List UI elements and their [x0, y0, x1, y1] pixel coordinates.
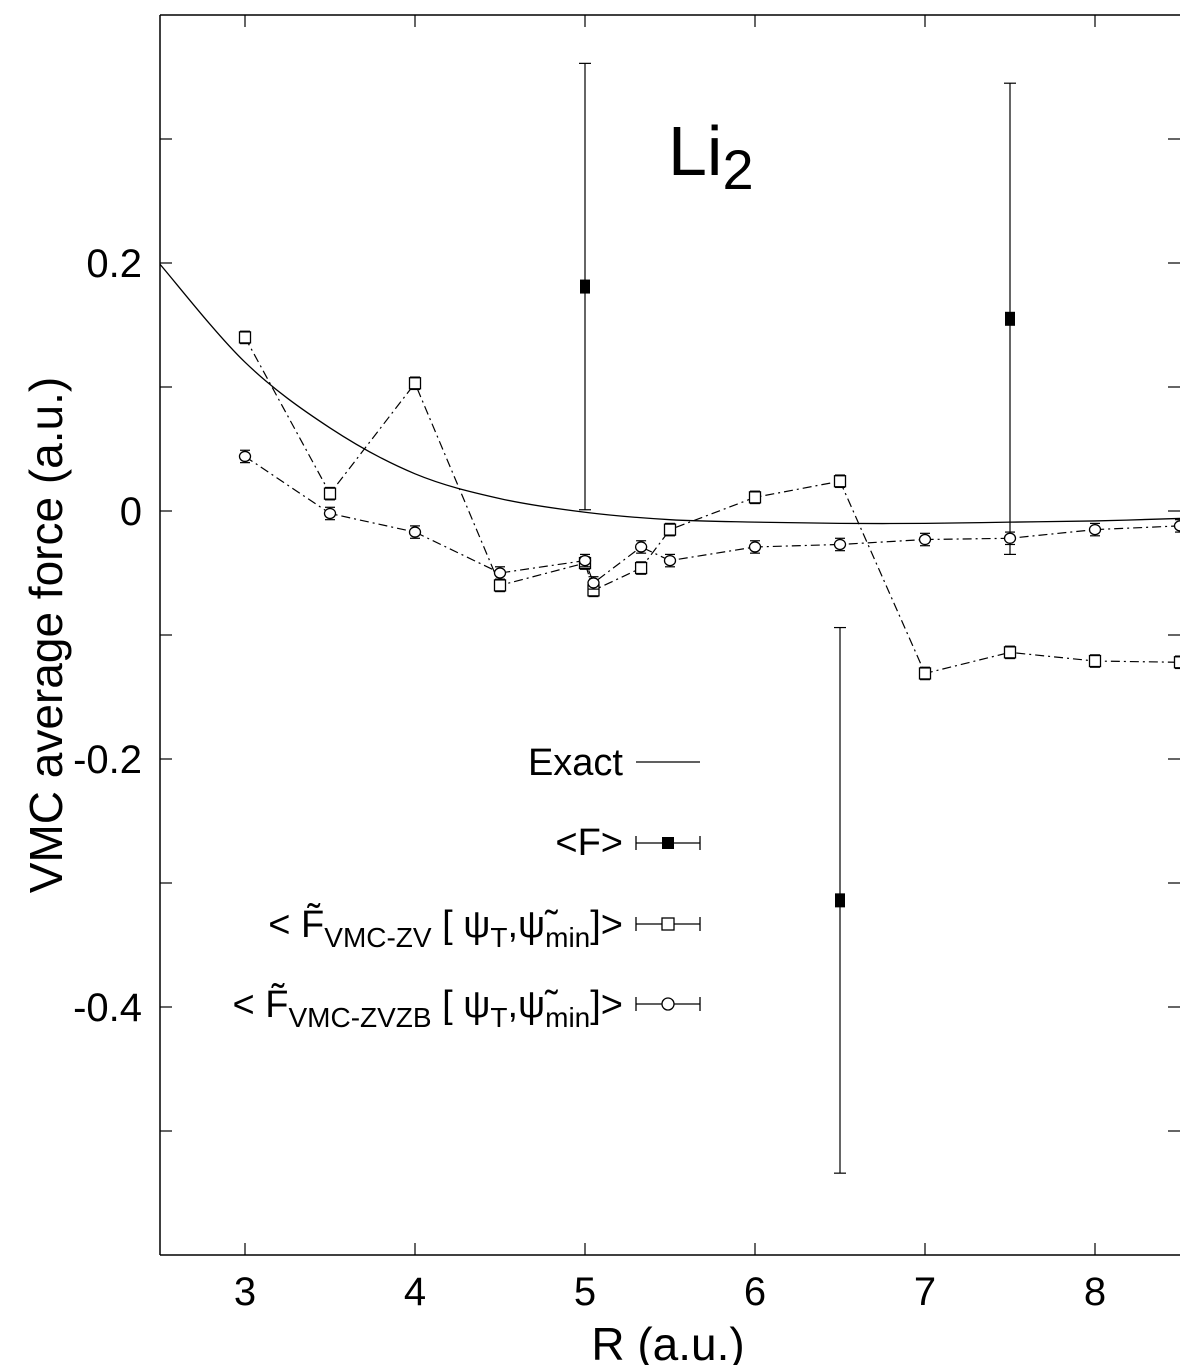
- legend-swatch-zv: [635, 917, 701, 931]
- data-point: [408, 377, 422, 390]
- data-point: [238, 331, 252, 344]
- y-tick-label: 0: [120, 490, 142, 534]
- exact-curve: [160, 263, 1180, 525]
- series-1: [579, 62, 1016, 1174]
- legend-entry-exact: Exact: [528, 742, 700, 784]
- data-point: [1003, 532, 1017, 544]
- legend-label-zvzb: < F̃VMC-ZVZB [ ψT,ψ̃min]>: [233, 983, 623, 1033]
- molecule-annotation: Li2: [668, 112, 754, 201]
- plot-area: [160, 62, 1180, 1174]
- data-point: [835, 893, 845, 908]
- x-tick-label: 4: [404, 1270, 426, 1314]
- plot-frame: [159, 14, 1180, 1256]
- data-point: [833, 475, 847, 488]
- series-2: [238, 330, 1180, 681]
- data-point: [1088, 654, 1102, 668]
- data-point: [1003, 646, 1017, 659]
- data-point: [748, 491, 762, 504]
- data-point: [1173, 520, 1180, 532]
- y-tick-label: 0.2: [86, 242, 142, 286]
- series-3: [238, 449, 1180, 590]
- data-point: [578, 554, 592, 567]
- molecule-sub: 2: [722, 138, 753, 201]
- legend-label-f: <F>: [555, 822, 623, 864]
- data-point: [493, 579, 507, 592]
- x-tick-label: 5: [574, 1270, 596, 1314]
- legend-entry-zv: < F̃VMC-ZV [ ψT,ψ̃min]>: [268, 903, 701, 953]
- legend-label-exact: Exact: [528, 742, 623, 784]
- data-point: [323, 507, 337, 520]
- data-point: [323, 487, 337, 500]
- data-point: [1005, 311, 1015, 326]
- data-point: [663, 554, 677, 567]
- data-point: [748, 541, 762, 553]
- x-tick-label: 6: [744, 1270, 766, 1314]
- x-tick-label: 3: [234, 1270, 256, 1314]
- x-axis-title: R (a.u.): [591, 1318, 744, 1365]
- data-point: [408, 526, 422, 538]
- y-axis-title: VMC average force (a.u.): [20, 377, 72, 893]
- x-tick-label: 8: [1084, 1270, 1106, 1314]
- axis-ticks: 3 4 5 6 7 8 0.2 0 -0.2 -0.4: [73, 15, 1180, 1314]
- data-point: [634, 541, 648, 553]
- series-0: [160, 263, 1180, 525]
- legend-entry-f: <F>: [555, 822, 701, 864]
- data-point: [833, 538, 847, 551]
- data-point: [663, 523, 677, 536]
- series-line: [244, 455, 1180, 584]
- data-point: [918, 533, 932, 546]
- legend-label-zv: < F̃VMC-ZV [ ψT,ψ̃min]>: [268, 903, 623, 953]
- data-point: [1173, 656, 1180, 669]
- series-line: [244, 337, 1180, 675]
- data-point: [918, 667, 932, 680]
- y-tick-label: -0.4: [73, 986, 142, 1030]
- molecule-main: Li: [668, 112, 722, 190]
- legend-swatch-zvzb: [635, 997, 701, 1011]
- y-tick-label: -0.2: [73, 738, 142, 782]
- legend-swatch-f: [635, 836, 701, 850]
- legend-entry-zvzb: < F̃VMC-ZVZB [ ψT,ψ̃min]>: [233, 983, 701, 1033]
- data-point: [493, 567, 507, 579]
- series-layer: [160, 62, 1180, 1174]
- x-tick-label: 7: [914, 1270, 936, 1314]
- data-point: [238, 450, 252, 463]
- data-point: [1088, 523, 1102, 536]
- data-point: [580, 279, 590, 294]
- data-point: [634, 561, 648, 575]
- legend: Exact <F> < F̃VMC-ZV [ ψT,ψ̃min]> < F̃VM…: [233, 742, 701, 1033]
- data-point: [587, 577, 600, 589]
